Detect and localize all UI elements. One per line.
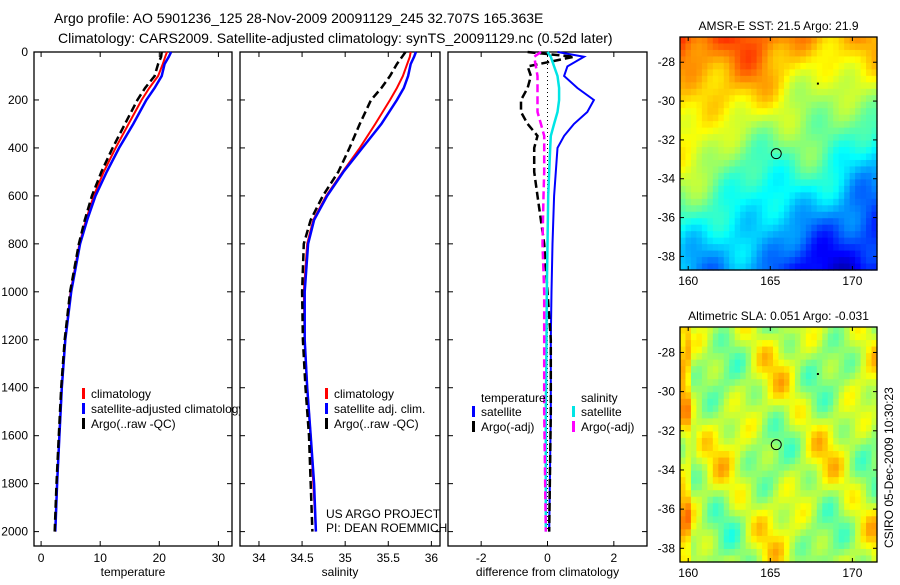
y-tick-label: 600 [8, 189, 28, 203]
map-title: AMSR-E SST: 21.5 Argo: 21.9 [698, 19, 858, 33]
legend-label: Argo(..raw -QC) [334, 417, 419, 431]
legend-swatch [572, 406, 575, 417]
x-tick-label: 34.5 [290, 551, 314, 565]
y-tick-label: 1000 [1, 285, 28, 299]
x-tick-label: -2 [476, 551, 487, 565]
y-tick-label: -30 [658, 385, 676, 399]
x-tick-label: 160 [678, 274, 698, 288]
x-tick-label: 30 [212, 551, 226, 565]
legend-label: satellite adj. clim. [334, 402, 425, 416]
x-tick-label: 34 [252, 551, 266, 565]
sst-map: AMSR-E SST: 21.5 Argo: 21.9 160 165 170 -28 -… [658, 19, 878, 288]
y-tick-label: 1200 [1, 333, 28, 347]
argo-position-marker [770, 439, 782, 451]
y-tick-label: 400 [8, 141, 28, 155]
x-tick-label: 2 [610, 551, 617, 565]
salinity-panel: 34 34.5 35 35.5 36 salinity climatologysatelli… [239, 51, 441, 579]
x-tick-label: 20 [153, 551, 167, 565]
small-dot-marker [816, 82, 819, 85]
legend-label: satellite [581, 405, 622, 419]
temperature-panel: 0 10 20 30 0 200 400 600 800 1000 1200 1400 1600 1800… [1, 45, 244, 579]
y-tick-label: -38 [658, 249, 676, 263]
y-tick-label: -32 [658, 424, 676, 438]
series-line-salinity-satellite [544, 51, 561, 532]
legend-swatch [472, 421, 475, 432]
x-tick-label: 165 [760, 274, 780, 288]
credit-line-2: PI: DEAN ROEMMICH [326, 521, 447, 535]
y-tick-label: -32 [658, 133, 676, 147]
series-line-argo-raw-qc- [300, 51, 407, 532]
series-line-temperature-satellite [548, 51, 596, 532]
series-line-temperature-argo-adj- [519, 50, 575, 532]
y-tick-label: 1600 [1, 429, 28, 443]
x-tick-label: 35 [338, 551, 352, 565]
legend-group-title: salinity [581, 391, 618, 405]
legend-label: climatology [91, 387, 151, 401]
y-tick-label: -28 [658, 345, 676, 359]
y-tick-label: -34 [658, 463, 676, 477]
x-axis-label: temperature [101, 565, 166, 579]
series-line-satellite-adj-clim- [303, 51, 418, 532]
x-tick-label: 170 [842, 566, 862, 580]
x-tick-label: 35.5 [377, 551, 401, 565]
legend-swatch [82, 388, 85, 399]
y-tick-label: -38 [658, 541, 676, 555]
y-tick-label: -36 [658, 211, 676, 225]
y-tick-label: 800 [8, 237, 28, 251]
legend-swatch [325, 403, 328, 414]
legend-label: climatology [334, 387, 394, 401]
sla-map: Altimetric SLA: 0.051 Argo: -0.031 160 165… [658, 309, 878, 580]
legend-label: satellite-adjusted climatology [91, 402, 244, 416]
y-tick-label: -30 [658, 94, 676, 108]
legend-group-title: temperature [481, 391, 546, 405]
map-image [680, 327, 878, 563]
credit-line-1: US ARGO PROJECT [326, 507, 441, 521]
y-tick-label: -34 [658, 172, 676, 186]
legend-swatch [325, 418, 328, 429]
x-axis-label: difference from climatology [476, 565, 619, 579]
legend-label: satellite [481, 405, 522, 419]
x-tick-label: 10 [94, 551, 108, 565]
header-line-2: Climatology: CARS2009. Satellite-adjuste… [58, 30, 613, 46]
x-tick-label: 0 [38, 551, 45, 565]
legend-label: Argo(..raw -QC) [91, 417, 176, 431]
x-tick-label: 170 [842, 274, 862, 288]
legend-label: Argo(-adj) [581, 420, 634, 434]
x-axis-label: salinity [322, 565, 359, 579]
header-line-1: Argo profile: AO 5901236_125 28-Nov-2009… [54, 10, 543, 26]
map-image [680, 37, 878, 271]
argo-position-marker [770, 148, 782, 160]
map-frame [679, 326, 878, 563]
legend-swatch [82, 418, 85, 429]
plot-frame [33, 51, 233, 547]
x-tick-label: 0 [544, 551, 551, 565]
x-tick-label: 160 [678, 566, 698, 580]
y-tick-label: 2000 [1, 525, 28, 539]
plot-frame [239, 51, 441, 547]
series-line-argo-raw-qc- [53, 51, 163, 532]
x-tick-label: 36 [425, 551, 439, 565]
legend-swatch [325, 388, 328, 399]
small-dot-marker [816, 373, 819, 375]
legend-swatch [472, 406, 475, 417]
y-tick-label: 200 [8, 93, 28, 107]
y-tick-label: -36 [658, 502, 676, 516]
legend-label: Argo(-adj) [481, 420, 534, 434]
legend-swatch [82, 403, 85, 414]
legend-swatch [572, 421, 575, 432]
y-tick-label: 0 [21, 45, 28, 59]
map-title: Altimetric SLA: 0.051 Argo: -0.031 [688, 309, 869, 323]
map-frame [679, 36, 878, 271]
y-tick-label: 1400 [1, 381, 28, 395]
x-tick-label: 165 [760, 566, 780, 580]
y-tick-label: -28 [658, 55, 676, 69]
timestamp: CSIRO 05-Dec-2009 10:30:23 [882, 387, 896, 548]
series-line-salinity-argo-adj- [532, 50, 548, 532]
y-tick-label: 1800 [1, 477, 28, 491]
